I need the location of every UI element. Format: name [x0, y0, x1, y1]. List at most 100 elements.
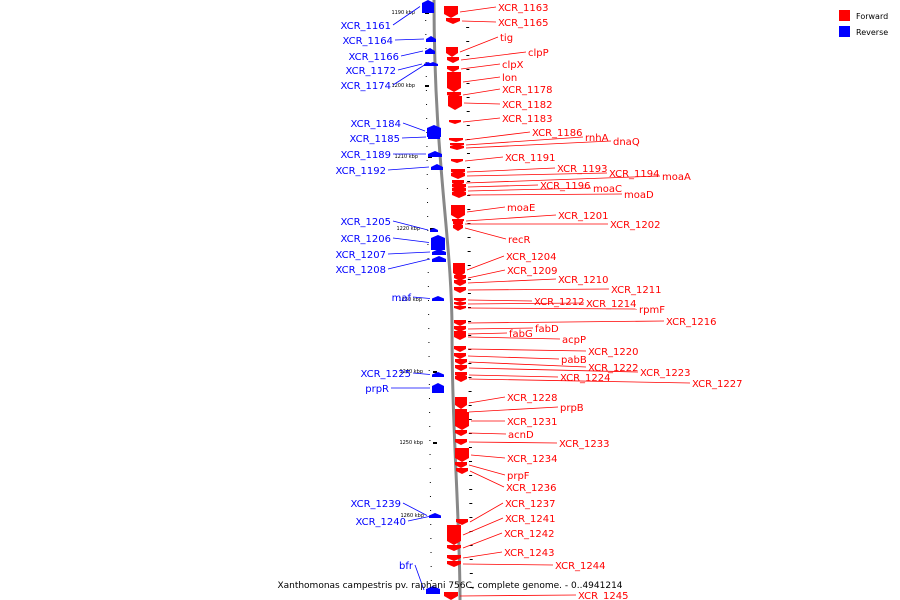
gene-label-xcr-1208: XCR_1208	[335, 265, 386, 276]
legend: Forward Reverse	[839, 10, 888, 37]
track-dot	[429, 440, 431, 441]
gene-xcr-1189-arrow	[428, 151, 442, 157]
gene-xcr-1212-arrow	[454, 298, 466, 302]
gene-label-xcr-1224: XCR_1224	[560, 373, 611, 384]
gene-prpf-leader	[468, 464, 506, 476]
gene-label-xcr-1214: XCR_1214	[586, 299, 637, 310]
gene-xcr-1165-leader	[461, 20, 497, 23]
gene-xcr-1196-leader	[467, 184, 539, 188]
scale-tick-mark	[433, 371, 437, 373]
track-dash	[469, 517, 473, 518]
gene-label-moac: moaC	[593, 184, 622, 195]
gene-label-xcr-1164: XCR_1164	[342, 36, 393, 47]
gene-bfr-arrow	[426, 586, 440, 594]
track-dash	[467, 293, 471, 294]
track-dash	[469, 503, 473, 504]
gene-xcr-1194-leader	[466, 172, 608, 177]
gene-label-xcr-1206: XCR_1206	[340, 234, 391, 245]
gene-xcr-1227-arrow	[455, 376, 467, 382]
gene-pabb-leader	[467, 355, 560, 360]
gene-xcr-1208-leader	[387, 258, 431, 270]
gene-recr-arrow	[453, 225, 463, 231]
gene-label-xcr-1237: XCR_1237	[505, 499, 556, 510]
gene-label-xcr-1185: XCR_1185	[349, 134, 400, 145]
gene-label-xcr-1191: XCR_1191	[505, 153, 556, 164]
gene-acnd-leader	[468, 432, 507, 435]
track-dot	[429, 496, 431, 497]
track-dot	[428, 356, 430, 357]
gene-xcr-1184-leader	[402, 122, 426, 132]
gene-xcr-1211-arrow	[454, 287, 466, 293]
track-dot	[426, 104, 428, 105]
gene-label-xcr-1244: XCR_1244	[555, 561, 606, 572]
gene-xcr-1183-arrow	[449, 120, 461, 124]
gene-xcr-1161-arrow	[422, 0, 434, 13]
gene-label-recr: recR	[508, 235, 531, 246]
gene-label-xcr-1228: XCR_1228	[507, 393, 558, 404]
gene-xcr-1205-leader	[392, 220, 429, 231]
gene-label-clpp: clpP	[528, 48, 549, 59]
track-dot	[426, 118, 428, 119]
gene-xcr-1182-leader	[463, 102, 501, 105]
gene-label-prpr: prpR	[365, 384, 389, 395]
gene-xcr-1242-arrow	[447, 545, 461, 551]
scale-tick-label: 1240 kbp	[399, 369, 423, 375]
gene-label-xcr-1216: XCR_1216	[666, 317, 717, 328]
track-dot	[425, 90, 427, 91]
track-dot	[426, 132, 428, 133]
track-dash	[466, 41, 470, 42]
gene-xcr-1205-arrow	[430, 228, 438, 232]
track-dot	[429, 468, 431, 469]
gene-label-xcr-1178: XCR_1178	[502, 85, 553, 96]
gene-xcr-1244-leader	[462, 563, 554, 566]
gene-xcr-1225-arrow	[432, 372, 444, 377]
track-dot	[427, 286, 429, 287]
gene-label-xcr-1207: XCR_1207	[335, 250, 386, 261]
track-dot	[427, 230, 429, 231]
gene-xcr-1224-leader	[468, 374, 559, 378]
track-dash	[466, 111, 470, 112]
gene-label-xcr-1161: XCR_1161	[340, 21, 391, 32]
gene-xcr-1243-arrow	[447, 555, 461, 561]
track-dot	[426, 160, 428, 161]
gene-moae-leader	[466, 206, 506, 213]
gene-xcr-1212-leader	[467, 299, 533, 302]
track-dot	[425, 48, 427, 49]
track-dash	[466, 153, 470, 154]
gene-xcr-1233-arrow	[455, 439, 467, 445]
track-dash	[466, 125, 470, 126]
gene-label-xcr-1204: XCR_1204	[506, 252, 557, 263]
gene-xcr-1206-arrow	[431, 235, 445, 250]
track-dash	[466, 55, 470, 56]
gene-label-xcr-1209: XCR_1209	[507, 266, 558, 277]
gene-label-xcr-1222: XCR_1222	[588, 363, 639, 374]
gene-clpx-arrow	[447, 66, 459, 72]
gene-label-xcr-1210: XCR_1210	[558, 275, 609, 286]
gene-label-moae: moaE	[507, 203, 535, 214]
gene-xcr-1227-leader	[468, 378, 691, 384]
gene-label-xcr-1192: XCR_1192	[335, 166, 386, 177]
gene-maf-leader	[412, 296, 431, 299]
track-dot	[425, 62, 427, 63]
legend-reverse-label: Reverse	[856, 28, 888, 37]
legend-forward-swatch	[839, 10, 850, 21]
gene-clpp-arrow	[447, 57, 459, 63]
gene-rpmf-leader	[467, 307, 638, 310]
gene-label-acnd: acnD	[508, 430, 534, 441]
gene-xcr-1222-arrow	[455, 359, 467, 365]
gene-label-xcr-1163: XCR_1163	[498, 3, 549, 14]
gene-xcr-1182-arrow	[448, 96, 462, 110]
track-dot	[426, 146, 428, 147]
scale-ticks: 1190 kbp 1200 kbp 1210 kbp 1220 kbp 1230 kbp…	[391, 10, 473, 588]
legend-reverse-swatch	[839, 26, 850, 37]
track-dot	[428, 328, 430, 329]
gene-lon-leader	[462, 76, 501, 83]
track-dash	[468, 433, 472, 434]
track-dash	[468, 405, 472, 406]
track-dash	[468, 349, 472, 350]
gene-label-xcr-1234: XCR_1234	[507, 454, 558, 465]
scale-tick-label: 1190 kbp	[391, 10, 415, 16]
gene-label-xcr-1183: XCR_1183	[502, 114, 553, 125]
track-dot	[430, 580, 432, 581]
gene-label-fabg: fabG	[509, 329, 533, 340]
